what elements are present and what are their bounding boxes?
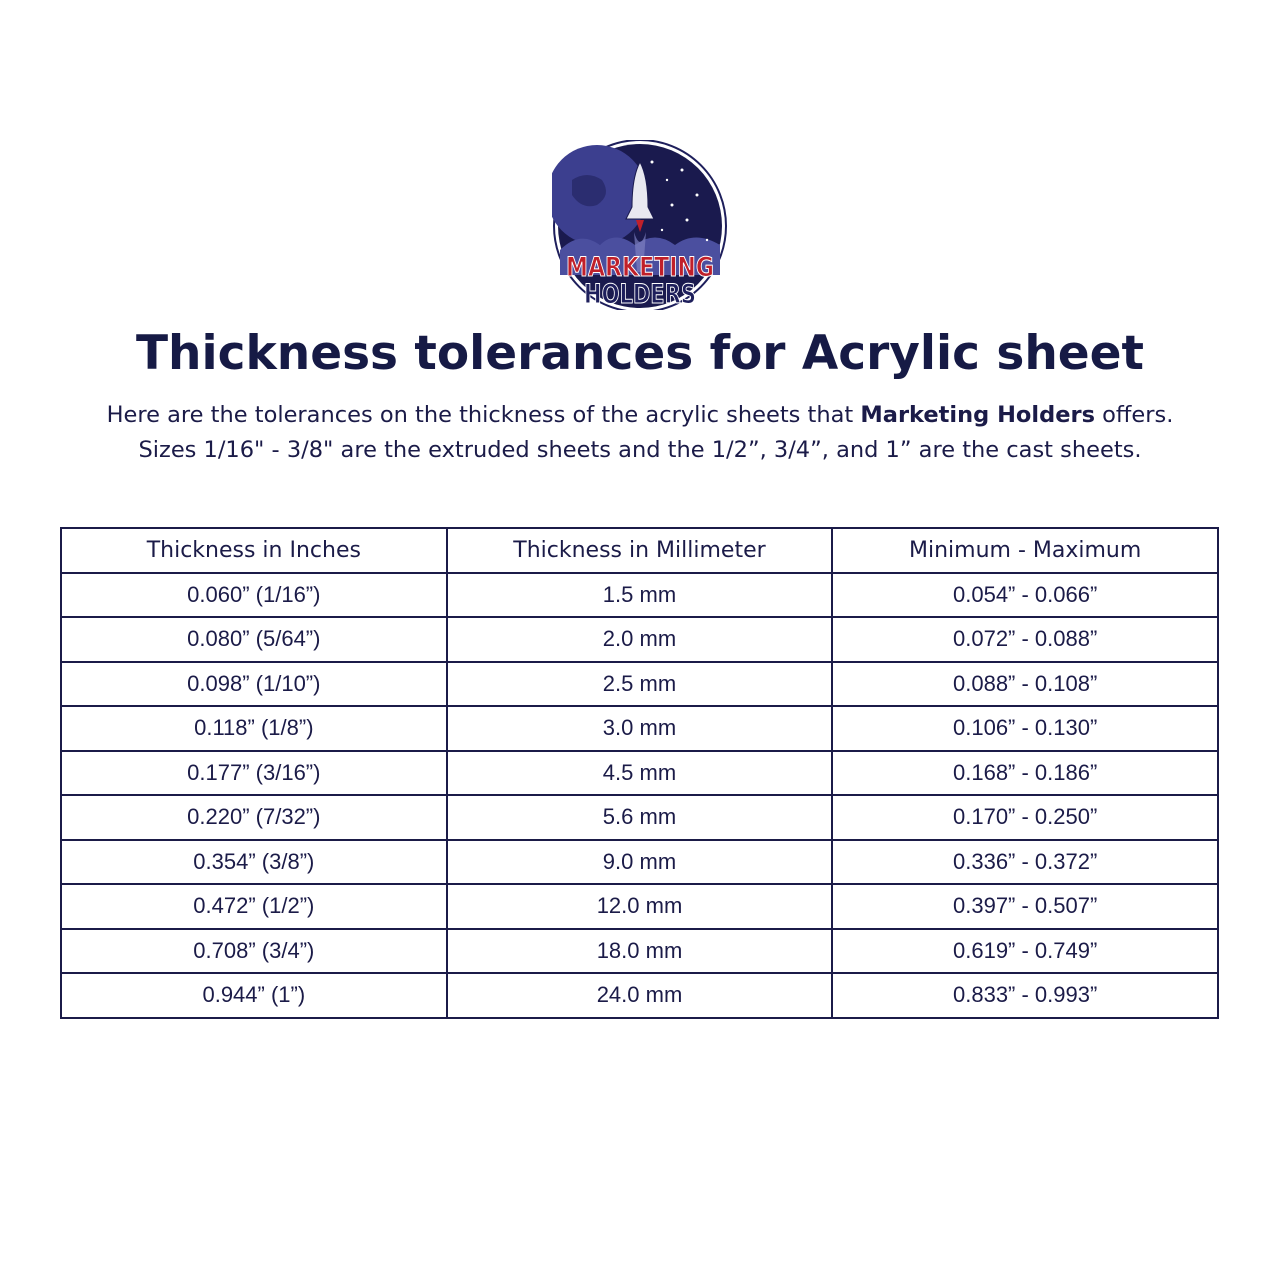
table-row: 0.060” (1/16”) 1.5 mm 0.054” - 0.066” — [60, 571, 1219, 618]
cell-inches: 0.708” (3/4”) — [60, 927, 448, 974]
table-row: 0.354” (3/8”) 9.0 mm 0.336” - 0.372” — [60, 838, 1219, 885]
cell-min-max: 0.397” - 0.507” — [831, 883, 1219, 930]
cell-min-max: 0.619” - 0.749” — [831, 927, 1219, 974]
cell-inches: 0.098” (1/10”) — [60, 660, 448, 707]
cell-inches: 0.944” (1”) — [60, 972, 448, 1019]
cell-millimeter: 4.5 mm — [445, 749, 834, 796]
cell-min-max: 0.106” - 0.130” — [831, 705, 1219, 752]
cell-millimeter: 3.0 mm — [445, 705, 834, 752]
table-row: 0.177” (3/16”) 4.5 mm 0.168” - 0.186” — [60, 749, 1219, 796]
header-inches: Thickness in Inches — [60, 527, 448, 574]
table-row: 0.944” (1”) 24.0 mm 0.833” - 0.993” — [60, 972, 1219, 1019]
tolerance-table: Thickness in Inches Thickness in Millime… — [60, 527, 1219, 1019]
brand-name: Marketing Holders — [860, 402, 1095, 428]
cell-min-max: 0.336” - 0.372” — [831, 838, 1219, 885]
table-header-row: Thickness in Inches Thickness in Millime… — [60, 527, 1219, 574]
table-row: 0.098” (1/10”) 2.5 mm 0.088” - 0.108” — [60, 660, 1219, 707]
cell-min-max: 0.072” - 0.088” — [831, 616, 1219, 663]
table-row: 0.080” (5/64”) 2.0 mm 0.072” - 0.088” — [60, 616, 1219, 663]
table-row: 0.118” (1/8”) 3.0 mm 0.106” - 0.130” — [60, 705, 1219, 752]
page-title: Thickness tolerances for Acrylic sheet — [136, 326, 1144, 381]
cell-inches: 0.472” (1/2”) — [60, 883, 448, 930]
table-row: 0.708” (3/4”) 18.0 mm 0.619” - 0.749” — [60, 927, 1219, 974]
cell-inches: 0.118” (1/8”) — [60, 705, 448, 752]
cell-millimeter: 2.5 mm — [445, 660, 834, 707]
cell-millimeter: 24.0 mm — [445, 972, 834, 1019]
cell-inches: 0.354” (3/8”) — [60, 838, 448, 885]
cell-min-max: 0.088” - 0.108” — [831, 660, 1219, 707]
intro-text-end: offers. — [1094, 402, 1174, 428]
cell-millimeter: 5.6 mm — [445, 794, 834, 841]
intro-line-1: Here are the tolerances on the thickness… — [0, 402, 1280, 428]
marketing-holders-logo: MARKETING HOLDERS — [547, 139, 728, 313]
cell-millimeter: 2.0 mm — [445, 616, 834, 663]
cell-inches: 0.177” (3/16”) — [60, 749, 448, 796]
intro-line-2: Sizes 1/16" - 3/8" are the extruded shee… — [138, 437, 1142, 463]
cell-millimeter: 9.0 mm — [445, 838, 834, 885]
cell-millimeter: 12.0 mm — [445, 883, 834, 930]
table-row: 0.472” (1/2”) 12.0 mm 0.397” - 0.507” — [60, 883, 1219, 930]
cell-millimeter: 1.5 mm — [445, 571, 834, 618]
header-millimeter: Thickness in Millimeter — [445, 527, 834, 574]
intro-text: Here are the tolerances on the thickness… — [106, 402, 861, 428]
cell-min-max: 0.168” - 0.186” — [831, 749, 1219, 796]
cell-min-max: 0.833” - 0.993” — [831, 972, 1219, 1019]
cell-min-max: 0.170” - 0.250” — [831, 794, 1219, 841]
svg-text:HOLDERS: HOLDERS — [584, 279, 696, 310]
cell-min-max: 0.054” - 0.066” — [831, 571, 1219, 618]
cell-inches: 0.080” (5/64”) — [60, 616, 448, 663]
svg-text:MARKETING: MARKETING — [566, 252, 714, 283]
cell-millimeter: 18.0 mm — [445, 927, 834, 974]
header-min-max: Minimum - Maximum — [831, 527, 1219, 574]
cell-inches: 0.060” (1/16”) — [60, 571, 448, 618]
cell-inches: 0.220” (7/32”) — [60, 794, 448, 841]
table-row: 0.220” (7/32”) 5.6 mm 0.170” - 0.250” — [60, 794, 1219, 841]
